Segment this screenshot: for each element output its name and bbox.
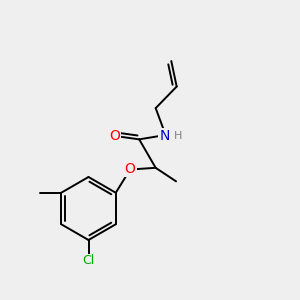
Text: H: H	[174, 131, 182, 141]
Text: O: O	[125, 162, 136, 176]
Text: O: O	[109, 129, 120, 143]
Text: N: N	[160, 129, 170, 143]
Text: Cl: Cl	[82, 254, 94, 268]
